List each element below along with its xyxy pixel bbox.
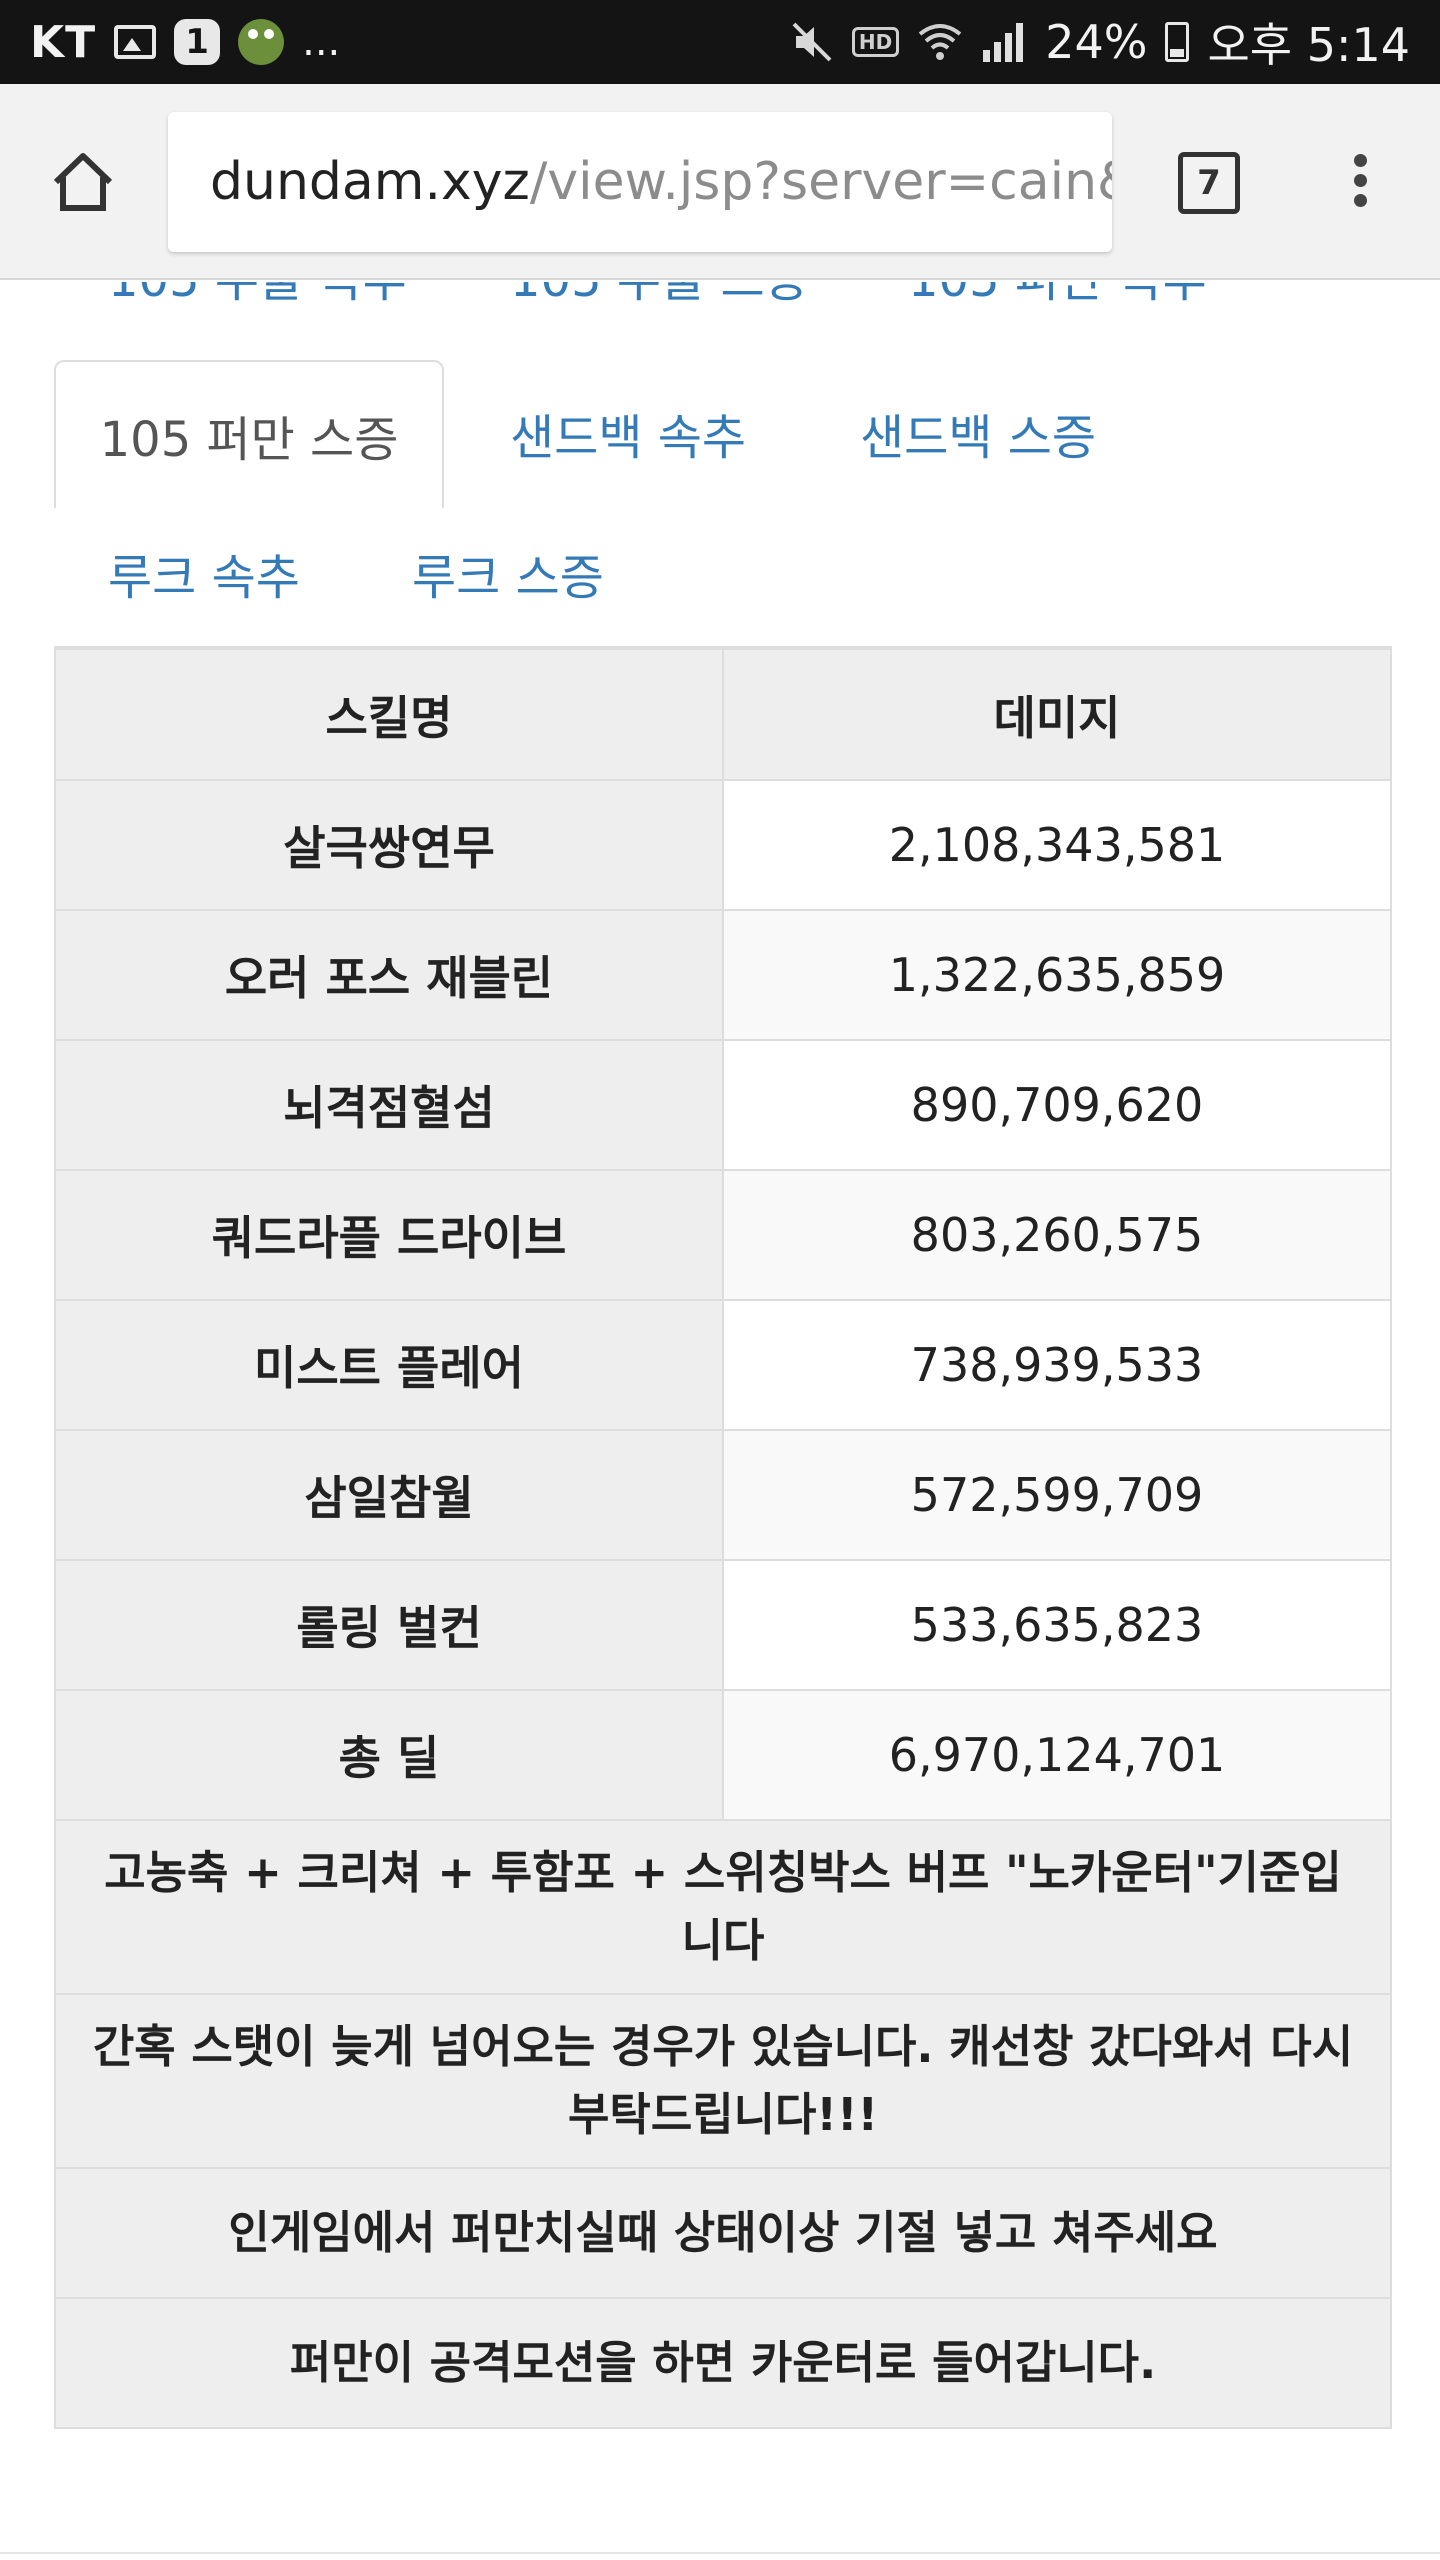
skill-name-cell: 미스트 플레어	[54, 1299, 724, 1431]
table-row: 쿼드라플 드라이브 803,260,575	[54, 1169, 1392, 1301]
gallery-icon	[114, 25, 157, 59]
damage-cell: 803,260,575	[722, 1169, 1392, 1301]
hd-voice-icon: HD	[851, 27, 900, 57]
url-host: dundam.xyz	[210, 152, 530, 212]
wifi-icon	[918, 24, 962, 60]
table-row-total: 총 딜 6,970,124,701	[54, 1689, 1392, 1821]
tab-luke-elemental[interactable]: 루크 속추	[108, 550, 300, 606]
app-notification-icon	[238, 19, 285, 65]
skill-name-cell: 삼일참월	[54, 1429, 724, 1561]
total-damage-value: 6,970,124,701	[722, 1689, 1392, 1821]
skill-name-cell: 쿼드라플 드라이브	[54, 1169, 724, 1301]
tab-105-perman-elemental[interactable]: 105 퍼만 속추	[908, 282, 1207, 310]
table-row: 오러 포스 재블린 1,322,635,859	[54, 909, 1392, 1041]
header-skill-name: 스킬명	[54, 646, 724, 781]
address-bar[interactable]: dundam.xyz /view.jsp?server=cain&	[168, 112, 1112, 252]
tab-luke-skill[interactable]: 루크 스증	[412, 550, 604, 606]
skill-name-cell: 롤링 벌컨	[54, 1559, 724, 1691]
status-bar: KT 1 ... HD 24% 오후 5:14	[0, 0, 1440, 84]
more-notifications: ...	[302, 19, 341, 65]
skill-name-cell: 살극쌍연무	[54, 779, 724, 911]
damage-cell: 1,322,635,859	[722, 909, 1392, 1041]
skill-name-cell: 오러 포스 재블린	[54, 909, 724, 1041]
damage-table-container: 스킬명 데미지 살극쌍연무 2,108,343,581 오러 포스 재블린 1,…	[54, 646, 1392, 2429]
damage-cell: 890,709,620	[722, 1039, 1392, 1171]
status-bar-right: HD 24% 오후 5:14	[790, 9, 1410, 75]
table-row: 살극쌍연무 2,108,343,581	[54, 779, 1392, 911]
note-stun-ingame: 인게임에서 퍼만치실때 상태이상 기절 넣고 쳐주세요	[54, 2167, 1392, 2299]
tab-105-perman-skill-active[interactable]: 105 퍼만 스증	[54, 360, 444, 508]
battery-percent: 24%	[1045, 15, 1148, 69]
clock: 오후 5:14	[1207, 18, 1410, 72]
url-path: /view.jsp?server=cain&	[529, 152, 1112, 212]
note-counter: 퍼만이 공격모션을 하면 카운터로 들어갑니다.	[54, 2297, 1392, 2429]
table-row: 삼일참월 572,599,709	[54, 1429, 1392, 1561]
damage-cell: 2,108,343,581	[722, 779, 1392, 911]
section-divider	[0, 2552, 1440, 2554]
tab-switcher-button[interactable]: 7	[1178, 152, 1240, 214]
header-damage: 데미지	[722, 646, 1392, 781]
total-damage-label: 총 딜	[54, 1689, 724, 1821]
battery-icon	[1165, 22, 1190, 62]
status-bar-left: KT 1 ...	[30, 17, 340, 68]
tab-sandbag-skill[interactable]: 샌드백 스증	[860, 410, 1097, 466]
note-row: 인게임에서 퍼만치실때 상태이상 기절 넣고 쳐주세요	[54, 2167, 1392, 2299]
notification-badge: 1	[174, 19, 221, 65]
carrier-label: KT	[30, 16, 97, 68]
note-row: 고농축 + 크리쳐 + 투함포 + 스위칭박스 버프 "노카운터"기준입니다	[54, 1819, 1392, 1995]
home-icon[interactable]	[50, 150, 116, 214]
table-row: 미스트 플레어 738,939,533	[54, 1299, 1392, 1431]
table-row: 롤링 벌컨 533,635,823	[54, 1559, 1392, 1691]
table-row: 뇌격점혈섬 890,709,620	[54, 1039, 1392, 1171]
overflow-menu-icon[interactable]	[1344, 154, 1376, 214]
note-row: 간혹 스탯이 늦게 넘어오는 경우가 있습니다. 캐선창 갔다와서 다시 부탁드…	[54, 1993, 1392, 2169]
table-header-row: 스킬명 데미지	[54, 646, 1392, 781]
page-content: 105 우물 속추 105 우물 스증 105 퍼만 속추 105 퍼만 스증 …	[0, 282, 1440, 2560]
damage-table: 스킬명 데미지 살극쌍연무 2,108,343,581 오러 포스 재블린 1,…	[54, 646, 1392, 2429]
damage-cell: 738,939,533	[722, 1299, 1392, 1431]
damage-cell: 533,635,823	[722, 1559, 1392, 1691]
damage-cell: 572,599,709	[722, 1429, 1392, 1561]
note-row: 퍼만이 공격모션을 하면 카운터로 들어갑니다.	[54, 2297, 1392, 2429]
tab-sandbag-elemental[interactable]: 샌드백 속추	[510, 410, 747, 466]
note-buff-basis: 고농축 + 크리쳐 + 투함포 + 스위칭박스 버프 "노카운터"기준입니다	[54, 1819, 1392, 1995]
skill-name-cell: 뇌격점혈섬	[54, 1039, 724, 1171]
mute-icon	[792, 22, 832, 62]
note-stat-delay: 간혹 스탯이 늦게 넘어오는 경우가 있습니다. 캐선창 갔다와서 다시 부탁드…	[54, 1993, 1392, 2169]
tab-105-well-elemental[interactable]: 105 우물 속추	[108, 282, 407, 310]
tab-105-well-skill[interactable]: 105 우물 스증	[510, 282, 809, 310]
browser-toolbar: dundam.xyz /view.jsp?server=cain& 7	[0, 84, 1440, 280]
signal-icon	[983, 23, 1024, 62]
